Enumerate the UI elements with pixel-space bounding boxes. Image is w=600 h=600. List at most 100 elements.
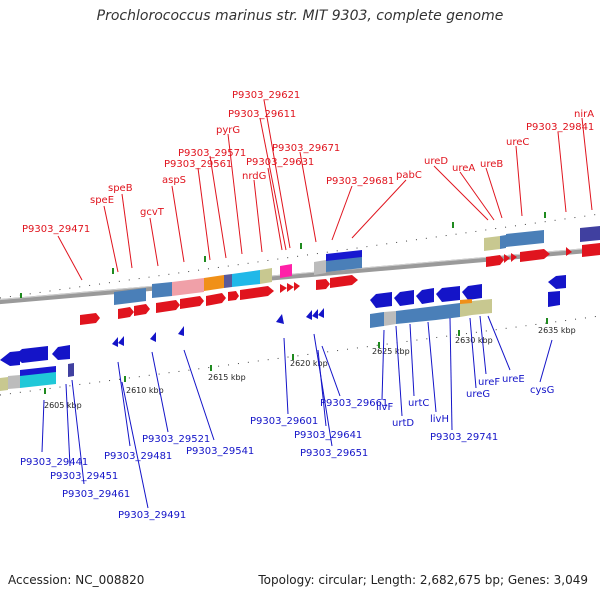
- label-p9303-29661: P9303_29661: [320, 398, 388, 409]
- scale-label-2630: 2630 kbp: [455, 336, 493, 345]
- label-pyrg: pyrG: [216, 125, 240, 136]
- map-title: Prochlorococcus marinus str. MIT 9303, c…: [96, 8, 504, 24]
- green-ticks: [20, 212, 548, 394]
- gene-arrow: [240, 286, 274, 300]
- scale-label-2605: 2605 kbp: [44, 401, 82, 410]
- scale-label-2635: 2635 kbp: [538, 326, 576, 335]
- label-nrdg: nrdG: [242, 171, 266, 182]
- gene-arrow: [150, 332, 156, 342]
- label-p9303-29651: P9303_29651: [300, 448, 368, 459]
- gene-arrow: [462, 284, 482, 300]
- label-p9303-29441: P9303_29441: [20, 457, 88, 468]
- gene-arrow: [370, 292, 392, 308]
- label-p9303-29521: P9303_29521: [142, 434, 210, 445]
- label-uref: ureF: [478, 377, 500, 388]
- label-cysg: cysG: [530, 385, 554, 396]
- label-asps: aspS: [162, 175, 186, 186]
- label-livf: livF: [376, 402, 393, 413]
- accession-text: Accession: NC_008820: [8, 573, 145, 587]
- gene-arrow: [276, 314, 284, 324]
- label-gcvt: gcvT: [140, 207, 165, 218]
- gene-arrow: [112, 337, 118, 347]
- label-urtd: urtD: [392, 418, 414, 429]
- gene-arrow: [0, 351, 20, 366]
- gene-arrow: [548, 275, 566, 289]
- label-speb: speB: [108, 183, 133, 194]
- gene-arrow: [206, 293, 226, 306]
- gene-arrow: [582, 243, 600, 257]
- label-ureg: ureG: [466, 389, 490, 400]
- scale-label-2615: 2615 kbp: [208, 373, 246, 382]
- gene-arrow: [178, 326, 184, 336]
- label-urea: ureA: [452, 163, 475, 174]
- gene-arrow: [228, 291, 239, 301]
- reverse-genes[interactable]: [0, 275, 566, 366]
- label-p9303-29681: P9303_29681: [326, 176, 394, 187]
- label-p9303-29461: P9303_29461: [62, 489, 130, 500]
- scale-labels: 2605 kbp 2610 kbp 2615 kbp 2620 kbp 2625…: [44, 326, 576, 410]
- gene-arrow: [118, 336, 124, 346]
- gene-arrow: [306, 310, 312, 320]
- label-ured: ureD: [424, 156, 448, 167]
- label-p9303-29561: P9303_29561: [164, 159, 232, 170]
- gene-arrow: [486, 255, 504, 267]
- gene-arrow: [566, 247, 572, 256]
- bottom-leader-lines: [41, 315, 553, 509]
- gene-arrow: [134, 304, 150, 316]
- gene-arrow: [280, 284, 287, 293]
- gene-arrow: [14, 346, 48, 363]
- label-uree: ureE: [502, 374, 525, 385]
- lower-feature-track: [0, 299, 492, 391]
- label-ureb: ureB: [480, 159, 503, 170]
- label-p9303-29631: P9303_29631: [246, 157, 314, 168]
- label-p9303-29741: P9303_29741: [430, 432, 498, 443]
- label-p9303-29451: P9303_29451: [50, 471, 118, 482]
- gene-arrow: [156, 300, 180, 313]
- label-spee: speE: [90, 195, 114, 206]
- gene-arrow: [416, 288, 434, 304]
- bottom-labels: P9303_29441 P9303_29451 P9303_29461 P930…: [20, 374, 554, 521]
- gene-arrow: [118, 307, 134, 319]
- gene-arrow: [504, 254, 510, 263]
- gene-arrow: [52, 345, 70, 360]
- label-p9303-29611: P9303_29611: [228, 109, 296, 120]
- label-p9303-29601: P9303_29601: [250, 416, 318, 427]
- gene-arrow: [312, 309, 318, 319]
- gene-arrow: [318, 308, 324, 318]
- gene-arrow: [394, 290, 414, 306]
- label-p9303-29641: P9303_29641: [294, 430, 362, 441]
- label-p9303-29841: P9303_29841: [526, 122, 594, 133]
- genome-backbone: [0, 246, 600, 305]
- gene-arrow: [436, 286, 460, 302]
- guide-line-upper: [0, 213, 600, 299]
- scale-label-2620: 2620 kbp: [290, 359, 328, 368]
- gene-arrow: [330, 275, 358, 288]
- top-leader-lines: [57, 99, 593, 281]
- top-labels: P9303_29471 speE speB gcvT aspS P9303_29…: [22, 90, 594, 235]
- label-p9303-29541: P9303_29541: [186, 446, 254, 457]
- label-p9303-29481: P9303_29481: [104, 451, 172, 462]
- label-livh: livH: [430, 414, 449, 425]
- label-p9303-29571: P9303_29571: [178, 148, 246, 159]
- label-nira: nirA: [574, 109, 594, 120]
- gene-arrow: [80, 313, 100, 325]
- scale-label-2625: 2625 kbp: [372, 347, 410, 356]
- label-p9303-29621: P9303_29621: [232, 90, 300, 101]
- guide-line-lower: [0, 315, 600, 396]
- forward-genes[interactable]: [80, 243, 600, 325]
- gene-arrow: [520, 249, 550, 262]
- gene-arrow: [287, 283, 294, 292]
- label-urtc: urtC: [408, 398, 429, 409]
- label-urec: ureC: [506, 137, 529, 148]
- label-pabc: pabC: [396, 170, 422, 181]
- label-p9303-29671: P9303_29671: [272, 143, 340, 154]
- genome-summary: Topology: circular; Length: 2,682,675 bp…: [258, 573, 588, 587]
- gene-arrow: [294, 282, 300, 291]
- gene-arrow: [548, 291, 560, 307]
- scale-label-2610: 2610 kbp: [126, 386, 164, 395]
- gene-arrow: [511, 253, 517, 262]
- label-p9303-29491: P9303_29491: [118, 510, 186, 521]
- gene-arrow: [316, 279, 330, 290]
- gene-arrow: [180, 296, 204, 309]
